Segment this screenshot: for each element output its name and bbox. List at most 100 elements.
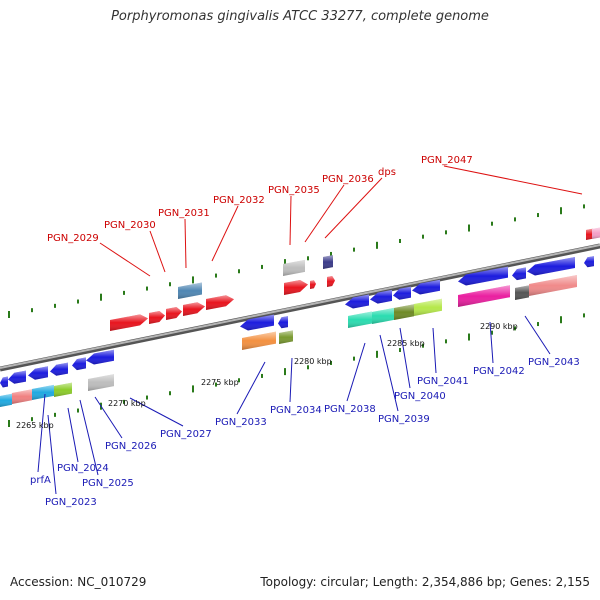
lower-leader-line: [489, 321, 494, 364]
guide-dot: [353, 247, 355, 252]
guide-dot: [560, 207, 562, 215]
gene-label-prfa[interactable]: prfA: [30, 475, 51, 486]
gene-label-pgn-2035[interactable]: PGN_2035: [268, 185, 320, 196]
gene-block-pgn-2038-shade: [345, 294, 369, 309]
guide-dot: [261, 264, 263, 269]
gene-block-pgn-2031b-shade: [183, 302, 205, 316]
guide-dot: [31, 417, 33, 422]
guide-dot: [514, 326, 516, 331]
gene-label-pgn-2024[interactable]: PGN_2024: [57, 463, 109, 474]
upper-leader-line: [324, 177, 383, 239]
gene-block-pgn-2038-box-shade: [348, 311, 372, 328]
guide-dot: [146, 395, 148, 400]
gene-block-pgn-2043-box-b-shade: [529, 275, 577, 296]
guide-dot: [215, 273, 217, 278]
upper-leader-line: [99, 242, 151, 277]
lower-leader-line: [379, 334, 399, 412]
guide-dot: [399, 238, 401, 243]
guide-dot: [376, 241, 378, 249]
gene-block-pgn-2043-box-a-shade: [515, 285, 529, 300]
gene-block-lower-4-shade: [54, 382, 72, 397]
gene-label-pgn-2041[interactable]: PGN_2041: [417, 376, 469, 387]
gene-block-pgn-2024-shade: [28, 366, 48, 380]
gene-block-dps-box-shade: [323, 255, 333, 269]
gene-label-pgn-2047[interactable]: PGN_2047: [421, 155, 473, 166]
dotted-guide-tracks: [8, 204, 585, 427]
gene-block-pgn-2031-box-shade: [178, 282, 202, 299]
gene-label-pgn-2034[interactable]: PGN_2034: [270, 405, 322, 416]
guide-dot: [123, 399, 125, 404]
gene-label-pgn-2036[interactable]: PGN_2036: [322, 174, 374, 185]
lower-leader-line: [399, 327, 411, 389]
upper-leader-line: [443, 165, 583, 195]
gene-label-pgn-2027[interactable]: PGN_2027: [160, 429, 212, 440]
guide-dot: [307, 256, 309, 261]
lower-leader-line: [129, 397, 184, 427]
gene-label-pgn-2043[interactable]: PGN_2043: [528, 357, 580, 368]
gene-block-pgn-2043b-shade: [527, 257, 575, 276]
gene-block-pgn-2026-shade: [86, 349, 114, 365]
kbp-label-2280: 2280 kbp: [294, 357, 332, 366]
gene-block-pgn-2032-shade: [206, 295, 234, 310]
guide-dot: [77, 408, 79, 413]
genome-backbone: [0, 243, 600, 372]
backbone-line-light: [0, 244, 600, 369]
guide-dot: [169, 282, 171, 287]
gene-label-pgn-2029[interactable]: PGN_2029: [47, 233, 99, 244]
guide-dot: [192, 385, 194, 393]
gene-block-lower-3-shade: [32, 384, 54, 400]
gene-label-pgn-2033[interactable]: PGN_2033: [215, 417, 267, 428]
gene-block-pgn-2047-box-shade: [592, 227, 600, 239]
gene-block-pgn-2035-shade: [284, 280, 308, 295]
gene-block-pgn-2040-shade: [393, 286, 411, 300]
gene-label-pgn-2032[interactable]: PGN_2032: [213, 195, 265, 206]
guide-dot: [8, 419, 10, 427]
gene-label-pgn-2031[interactable]: PGN_2031: [158, 208, 210, 219]
map-title: Porphyromonas gingivalis ATCC 33277, com…: [111, 9, 489, 24]
gene-block-prfa-shade: [0, 376, 8, 388]
guide-dot: [169, 391, 171, 396]
upper-leader-line: [149, 230, 166, 273]
gene-block-pgn-2033-box-shade: [242, 331, 276, 350]
gene-label-pgn-2030[interactable]: PGN_2030: [104, 220, 156, 231]
lower-leader-line: [432, 327, 437, 374]
gene-label-pgn-2040[interactable]: PGN_2040: [394, 391, 446, 402]
lower-leader-line: [79, 399, 99, 476]
guide-dot: [514, 217, 516, 222]
kbp-label-2285: 2285 kbp: [387, 339, 425, 348]
gene-label-pgn-2042[interactable]: PGN_2042: [473, 366, 525, 377]
gene-block-pgn-2040-box-shade: [394, 304, 414, 320]
lower-gene-labels: prfA PGN_2023 PGN_2024 PGN_2025 PGN_2026…: [30, 357, 580, 508]
gene-label-pgn-2023[interactable]: PGN_2023: [45, 497, 97, 508]
kbp-label-2270: 2270 kbp: [108, 399, 146, 408]
guide-dot: [238, 269, 240, 274]
guide-dot: [583, 204, 585, 209]
guide-dot: [468, 224, 470, 232]
gene-label-pgn-2025[interactable]: PGN_2025: [82, 478, 134, 489]
guide-dot: [376, 350, 378, 358]
gene-block-pgn-2023-shade: [8, 370, 26, 384]
gene-label-dps[interactable]: dps: [378, 167, 396, 178]
gene-block-pgn-2042-box-shade: [458, 285, 510, 307]
gene-label-pgn-2039[interactable]: PGN_2039: [378, 414, 430, 425]
guide-dot: [468, 333, 470, 341]
guide-dot: [100, 293, 102, 301]
guide-dot: [445, 230, 447, 235]
upper-leader-line: [184, 218, 187, 269]
lower-leader-line: [37, 393, 46, 473]
gene-label-pgn-2026[interactable]: PGN_2026: [105, 441, 157, 452]
position-tick-labels: 2265 kbp 2270 kbp 2275 kbp 2280 kbp 2285…: [16, 322, 518, 430]
gene-block-pgn-2034-box-shade: [279, 330, 293, 344]
guide-dot: [422, 234, 424, 239]
gene-block-pgn-2044-shade: [584, 256, 594, 268]
gene-label-pgn-2038[interactable]: PGN_2038: [324, 404, 376, 415]
guide-dot: [261, 373, 263, 378]
gene-block-pgn-2039-shade: [370, 289, 392, 304]
gene-block-pgn-2025a-shade: [50, 362, 68, 376]
gene-block-pgn-2035-box-shade: [283, 259, 305, 276]
gene-block-pgn-2034a-shade: [278, 316, 288, 329]
guide-dot: [31, 308, 33, 313]
kbp-label-2275: 2275 kbp: [201, 378, 239, 387]
